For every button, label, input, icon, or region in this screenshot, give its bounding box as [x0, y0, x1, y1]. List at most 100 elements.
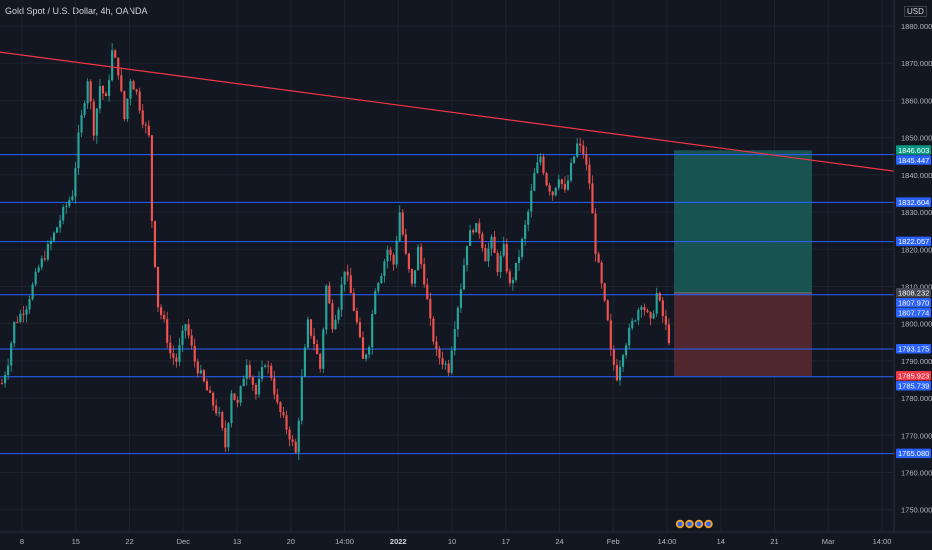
- candle-body: [661, 300, 664, 317]
- y-tick-label: 1750.000: [901, 506, 932, 515]
- candle-body: [462, 265, 466, 290]
- candle-body: [169, 342, 172, 354]
- candle-body: [579, 143, 582, 146]
- candle-body: [230, 393, 233, 424]
- candle-body: [505, 244, 508, 272]
- candle-body: [493, 236, 496, 253]
- candle-body: [331, 303, 334, 330]
- price-badge-label: 1822.057: [898, 237, 929, 246]
- candle-body: [438, 348, 441, 359]
- candle-body: [643, 306, 646, 311]
- candle-body: [606, 300, 609, 321]
- candle-body: [631, 320, 634, 328]
- candle-body: [260, 367, 264, 379]
- candle-body: [114, 50, 117, 58]
- candle-body: [322, 329, 325, 369]
- x-tick-label: 14:00: [873, 537, 892, 546]
- candle-body: [59, 220, 62, 228]
- candle-body: [417, 246, 420, 271]
- grid-lines: [0, 0, 894, 532]
- candle-body: [147, 125, 150, 136]
- candle-body: [658, 293, 661, 301]
- price-axis[interactable]: 1750.000 1760.000 1770.000 1780.000 1790.000…: [901, 22, 932, 515]
- candle-body: [517, 256, 521, 263]
- candle-body: [410, 269, 414, 284]
- y-tick-label: 1790.000: [901, 357, 932, 366]
- candle-body: [514, 262, 518, 280]
- candle-body: [153, 221, 157, 267]
- candle-body: [597, 253, 600, 263]
- candle-body: [111, 50, 114, 81]
- x-tick-label: Mar: [822, 537, 835, 546]
- candle-body: [441, 358, 444, 365]
- candle-body: [508, 271, 511, 284]
- candle-body: [413, 270, 417, 284]
- candle-body: [352, 293, 355, 311]
- resistance-trendline[interactable]: [0, 51, 895, 172]
- candle-body: [215, 405, 218, 414]
- candle-body: [609, 320, 612, 350]
- candle-body: [254, 384, 257, 395]
- candle-body: [144, 124, 147, 126]
- candle-body: [156, 266, 160, 308]
- candle-body: [618, 366, 622, 381]
- candle-body: [380, 275, 383, 283]
- candle-body: [566, 180, 570, 190]
- candle-body: [101, 86, 105, 94]
- candle-body: [267, 365, 270, 367]
- profit-zone[interactable]: [674, 150, 812, 294]
- candle-body: [563, 184, 566, 190]
- candle-body: [355, 310, 358, 323]
- x-tick-label: 14:00: [335, 537, 354, 546]
- candle-body: [557, 179, 560, 188]
- price-badge: [896, 288, 931, 298]
- candle-body: [166, 319, 169, 343]
- candle-body: [172, 353, 175, 358]
- candle-body: [539, 156, 542, 163]
- candle-body: [65, 205, 68, 207]
- candle-body: [560, 179, 563, 185]
- candle-body: [303, 347, 306, 377]
- price-badge: [896, 448, 931, 459]
- candle-body: [104, 93, 108, 97]
- candle-body: [227, 423, 230, 448]
- candle-body: [190, 335, 193, 346]
- price-badge-label: 1808.232: [898, 289, 929, 298]
- x-tick-label: 22: [125, 537, 133, 546]
- y-tick-label: 1760.000: [901, 468, 932, 477]
- candle-body: [288, 429, 291, 440]
- candle-body: [86, 81, 89, 104]
- candle-body: [178, 345, 181, 362]
- candle-body: [432, 318, 435, 342]
- candle-body: [22, 313, 25, 315]
- price-badge-label: 1832.604: [898, 198, 929, 207]
- trendline[interactable]: [0, 51, 895, 172]
- candle-body: [120, 75, 123, 92]
- candle-body: [282, 411, 285, 416]
- y-tick-label: 1880.000: [901, 22, 932, 31]
- candle-body: [646, 310, 649, 313]
- y-tick-label: 1770.000: [901, 431, 932, 440]
- x-tick-label: Dec: [177, 537, 191, 546]
- candle-body: [621, 355, 625, 367]
- candle-body: [257, 378, 261, 395]
- candle-body: [340, 284, 343, 310]
- currency-label[interactable]: USD: [904, 6, 927, 17]
- loss-zone[interactable]: [674, 293, 812, 377]
- candle-body: [175, 357, 178, 362]
- candle-body: [337, 309, 340, 320]
- price-badge-label: 1845.447: [898, 156, 929, 165]
- candle-body: [108, 80, 111, 97]
- time-axis[interactable]: 8 15 22 Dec 13 20 14:00 2022 10 17 24 Feb 14:00 14 21 M…: [20, 537, 891, 546]
- event-marker-dot: [687, 521, 692, 527]
- candle-body: [141, 110, 144, 125]
- candle-body: [68, 200, 71, 206]
- candle-body: [98, 86, 101, 109]
- candle-body: [435, 341, 438, 349]
- y-tick-label: 1780.000: [901, 394, 932, 403]
- candle-body: [576, 143, 579, 157]
- candle-body: [49, 240, 53, 245]
- event-marker-dot: [677, 521, 683, 527]
